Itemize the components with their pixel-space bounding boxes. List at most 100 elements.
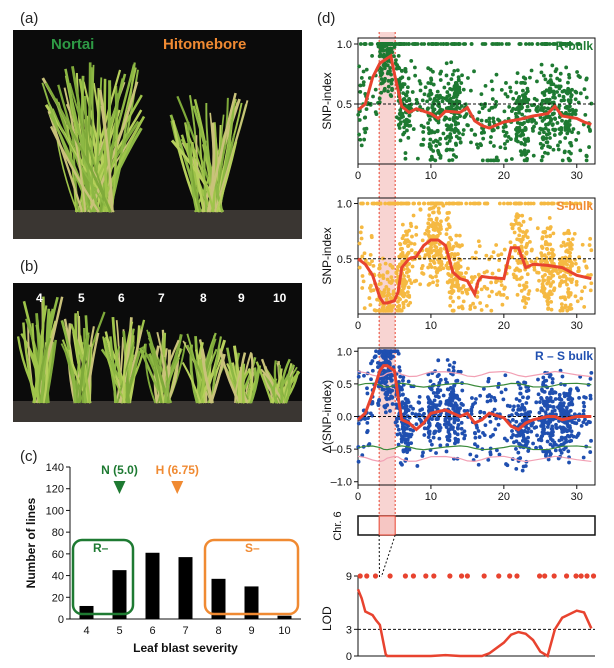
snp-point xyxy=(426,282,431,287)
snp-point xyxy=(563,89,568,94)
snp-point xyxy=(356,374,361,379)
x-tick-label: 5 xyxy=(116,625,122,637)
snp-point xyxy=(537,278,541,283)
snp-point xyxy=(510,226,515,230)
snp-point xyxy=(510,418,515,422)
snp-point xyxy=(406,135,411,140)
snp-point xyxy=(460,73,464,78)
snp-point xyxy=(552,390,557,395)
snp-point xyxy=(370,401,375,406)
snp-point xyxy=(543,291,547,296)
snp-point xyxy=(456,426,460,431)
leaf-stroke xyxy=(190,144,198,213)
snp-point xyxy=(565,393,570,398)
snp-point xyxy=(390,278,395,283)
snp-point xyxy=(469,42,474,46)
snp-point xyxy=(549,292,554,296)
snp-point xyxy=(490,97,495,101)
snp-point xyxy=(520,402,525,407)
leaf-stroke xyxy=(78,78,107,213)
snp-point xyxy=(365,201,370,206)
y-tick-label: 0 xyxy=(346,651,352,663)
snp-point xyxy=(576,265,581,270)
snp-point xyxy=(456,252,460,257)
snp-point xyxy=(377,273,382,278)
mean-marker-triangle xyxy=(113,481,126,494)
snp-point xyxy=(403,151,408,155)
snp-point xyxy=(501,125,506,130)
snp-point xyxy=(427,431,431,436)
snp-point xyxy=(386,290,391,295)
snp-point xyxy=(443,115,448,120)
snp-point xyxy=(548,434,553,438)
snp-point xyxy=(560,436,565,440)
snp-point xyxy=(438,224,443,229)
snp-point xyxy=(569,93,574,98)
snp-point xyxy=(377,263,382,267)
snp-point xyxy=(565,106,569,110)
snp-point xyxy=(589,370,594,375)
snp-point xyxy=(456,408,461,413)
snp-point xyxy=(470,396,474,400)
snp-point xyxy=(447,363,452,368)
x-tick-label: 30 xyxy=(571,170,583,182)
snp-point xyxy=(444,217,449,222)
snp-point xyxy=(541,73,546,78)
snp-point xyxy=(518,149,523,154)
snp-point xyxy=(567,401,572,406)
snp-point xyxy=(539,201,544,206)
snp-point xyxy=(404,201,409,206)
snp-point xyxy=(360,254,365,259)
snp-point xyxy=(549,387,554,392)
snp-point xyxy=(376,384,381,389)
snp-point xyxy=(514,447,518,451)
snp-point xyxy=(530,42,534,46)
snp-point xyxy=(568,388,573,393)
snp-point xyxy=(505,438,509,443)
snp-point xyxy=(549,307,554,312)
snp-point xyxy=(385,63,390,68)
snp-point xyxy=(464,270,468,275)
snp-point xyxy=(377,398,382,402)
snp-point xyxy=(357,265,362,270)
snp-point xyxy=(417,417,422,421)
snp-point xyxy=(428,258,433,263)
snp-point xyxy=(483,423,488,428)
snp-point xyxy=(418,282,423,287)
snp-point xyxy=(386,369,391,373)
snp-point xyxy=(462,436,467,441)
snp-point xyxy=(421,450,425,455)
snp-point xyxy=(370,359,375,363)
snp-point xyxy=(566,237,571,242)
snp-point xyxy=(386,84,391,89)
snp-point xyxy=(409,281,414,285)
snp-point xyxy=(574,138,579,142)
snp-point xyxy=(499,42,504,46)
snp-point xyxy=(426,265,431,270)
snp-point xyxy=(450,247,455,252)
snp-point xyxy=(549,117,554,122)
snp-point xyxy=(398,121,403,126)
plot-frame xyxy=(357,197,596,315)
snp-point xyxy=(522,406,527,410)
snp-point xyxy=(410,90,415,94)
snp-point xyxy=(572,231,577,236)
snp-point xyxy=(361,69,366,74)
snp-point xyxy=(395,424,400,428)
snp-point xyxy=(445,421,450,426)
snp-point xyxy=(443,377,448,382)
snp-point xyxy=(542,93,547,97)
snp-point xyxy=(395,432,400,437)
snp-point xyxy=(365,429,370,433)
snp-point xyxy=(545,439,550,444)
snp-point xyxy=(410,234,414,239)
snp-point xyxy=(582,87,587,92)
snp-point xyxy=(525,229,529,233)
snp-point xyxy=(489,308,494,313)
y-axis-title: SNP-index xyxy=(320,227,334,284)
snp-point xyxy=(544,268,549,273)
snp-point xyxy=(454,233,459,238)
x-tick-label: 10 xyxy=(425,170,437,182)
snp-point xyxy=(479,102,484,107)
snp-point xyxy=(479,287,484,292)
